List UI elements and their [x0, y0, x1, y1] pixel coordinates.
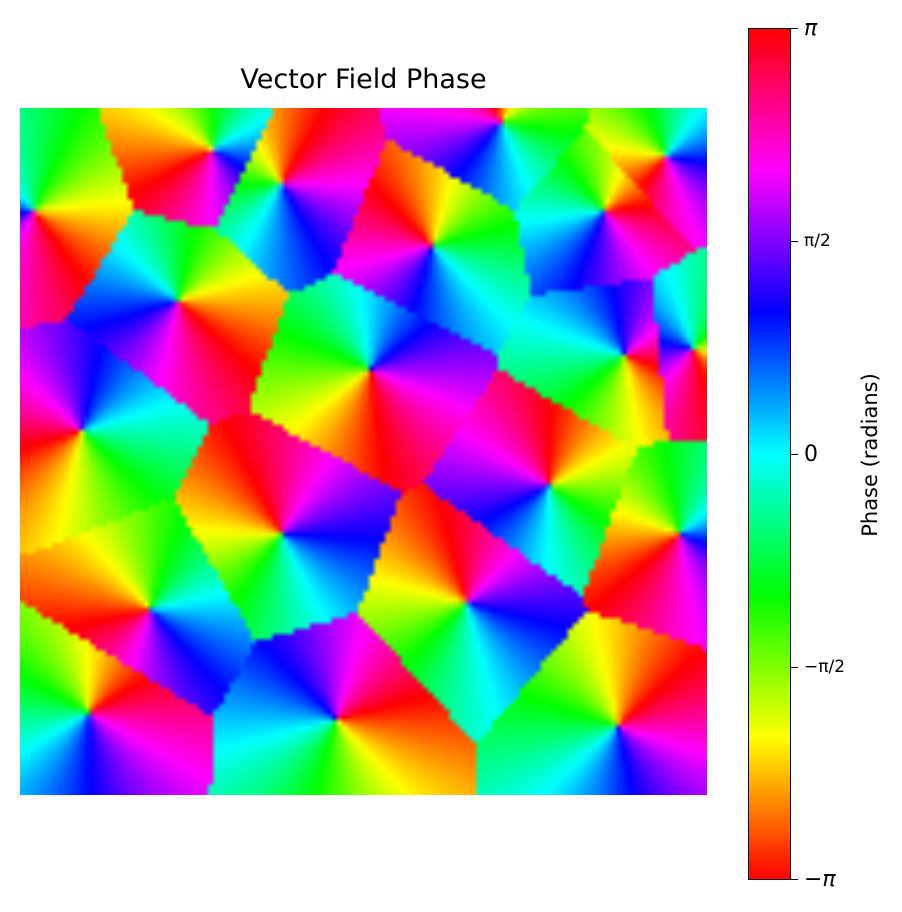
colorbar-label-half-pi: π/2 [804, 231, 831, 251]
colorbar-tick-neg-pi [791, 879, 798, 880]
chart-title: Vector Field Phase [240, 64, 487, 95]
phase-heatmap [20, 108, 707, 795]
colorbar-tick-pi [791, 28, 798, 29]
colorbar [748, 28, 791, 880]
colorbar-tick-neg-half-pi [791, 667, 798, 668]
colorbar-axis-label: Phase (radians) [858, 373, 882, 537]
colorbar-tick-zero [791, 454, 798, 455]
colorbar-label-pi: π [804, 16, 818, 41]
colorbar-label-zero: 0 [804, 442, 818, 467]
colorbar-label-neg-pi: −π [804, 867, 836, 892]
colorbar-tick-half-pi [791, 241, 798, 242]
colorbar-label-neg-half-pi: −π/2 [804, 657, 846, 677]
